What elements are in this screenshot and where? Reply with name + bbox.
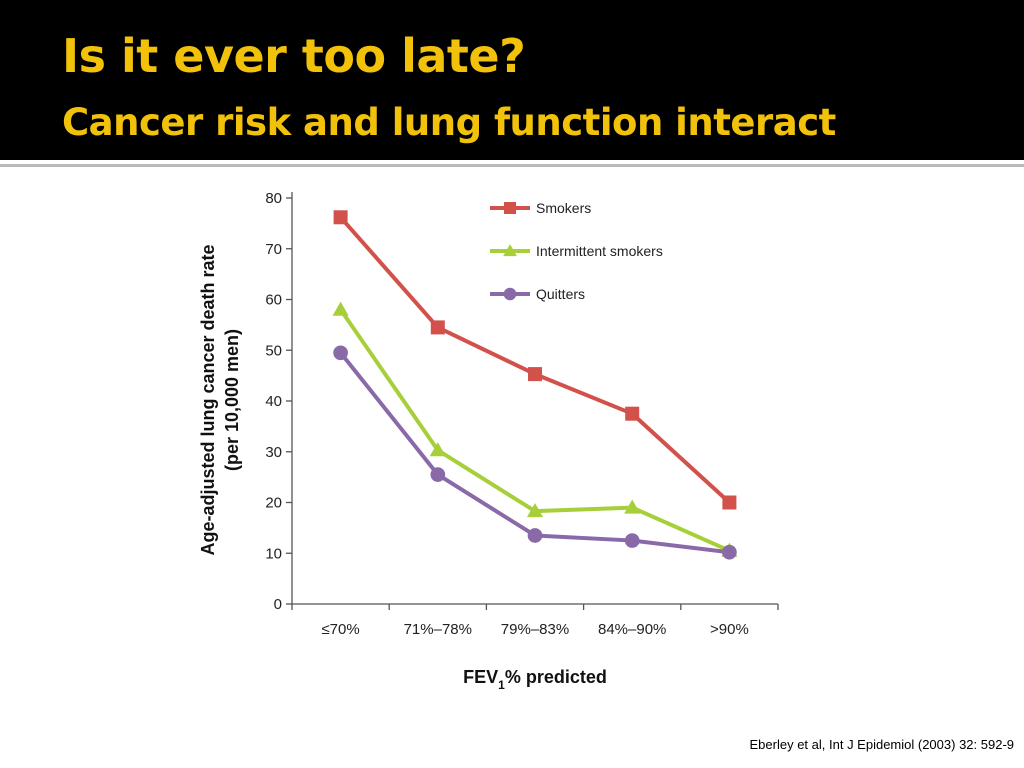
data-point-quitters <box>430 467 446 482</box>
data-point-intermittent-smokers <box>429 442 446 457</box>
y-tick-label: 50 <box>265 342 282 359</box>
x-axis-title: FEV1% predicted <box>463 667 607 692</box>
legend-marker-intermittent-smokers <box>503 244 517 257</box>
y-axis-title-line-1: Age-adjusted lung cancer death rate <box>198 244 218 555</box>
y-tick-label: 10 <box>265 545 282 562</box>
data-point-smokers <box>625 406 640 421</box>
x-axis-title-subscript: 1 <box>498 678 505 692</box>
header-divider <box>0 164 1024 167</box>
slide-title: Is it ever too late? <box>62 29 526 83</box>
data-point-intermittent-smokers <box>526 503 544 518</box>
data-point-quitters <box>527 528 543 543</box>
x-axis-title-main: FEV <box>463 667 498 687</box>
legend-label-intermittent-smokers: Intermittent smokers <box>536 243 663 259</box>
chart-legend: Smokers Intermittent smokers Quitters <box>490 200 663 302</box>
x-tick-label: 84%–90% <box>598 621 666 638</box>
data-point-smokers <box>528 367 542 382</box>
y-axis-title-line-2: (per 10,000 men) <box>222 329 242 471</box>
legend-marker-quitters <box>503 287 517 301</box>
y-tick-label: 0 <box>274 596 282 613</box>
data-point-smokers <box>333 210 348 225</box>
x-tick-label: 71%–78% <box>404 621 472 638</box>
title-bar <box>0 0 1024 160</box>
y-tick-label: 20 <box>265 495 282 512</box>
data-point-intermittent-smokers <box>332 301 349 316</box>
data-point-quitters <box>722 544 737 560</box>
legend-label-quitters: Quitters <box>536 286 585 302</box>
x-axis-title-rest: % predicted <box>505 667 607 687</box>
data-point-quitters <box>333 345 348 361</box>
data-point-smokers <box>722 495 737 510</box>
slide-subtitle: Cancer risk and lung function interact <box>62 101 836 144</box>
y-tick-label: 60 <box>265 292 282 309</box>
chart-series <box>332 210 738 560</box>
series-line-smokers <box>339 215 731 504</box>
y-tick-label: 30 <box>265 444 282 461</box>
data-point-smokers <box>430 320 445 335</box>
y-tick-label: 70 <box>265 241 282 258</box>
y-tick-label: 40 <box>265 393 282 410</box>
chart-axes: 0 10 20 30 40 50 60 70 80 ≤70% 71%–78% 79%–83% 84%–9… <box>265 190 779 638</box>
legend-label-smokers: Smokers <box>536 200 591 216</box>
series-line-quitters <box>339 351 730 555</box>
legend-marker-smokers <box>504 202 516 214</box>
data-point-quitters <box>624 533 640 548</box>
x-tick-label: >90% <box>710 621 749 638</box>
y-tick-label: 80 <box>265 190 282 207</box>
x-tick-label: ≤70% <box>321 621 359 638</box>
data-point-intermittent-smokers <box>624 499 641 514</box>
citation: Eberley et al, Int J Epidemiol (2003) 32… <box>749 737 1014 752</box>
x-tick-label: 79%–83% <box>501 621 569 638</box>
